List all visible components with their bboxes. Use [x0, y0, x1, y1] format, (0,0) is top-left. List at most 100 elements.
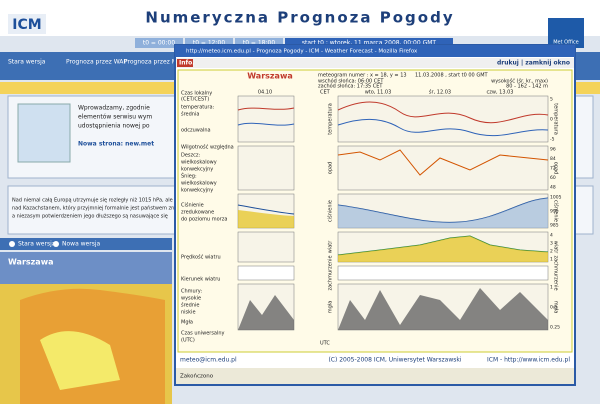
site[interactable]: ICM - http://www.icm.edu.pl	[487, 357, 570, 364]
news-thumb	[17, 103, 71, 163]
sunset: zachód słońca: 17:35 CET	[318, 83, 383, 90]
synopsis-line: Nad niemal całą Europą utrzymuje się roz…	[12, 198, 173, 204]
version[interactable]: Nowa wersja	[62, 241, 101, 248]
tick-label: 0.25	[550, 325, 560, 331]
statusbar	[176, 368, 574, 384]
copyright: (C) 2005-2008 ICM, Uniwersytet Warszawsk…	[328, 357, 461, 364]
height: 80 - 162 - 142 m	[506, 84, 548, 90]
curve	[237, 107, 295, 111]
legend-item: Mgła	[181, 320, 193, 326]
panel	[337, 265, 549, 281]
header	[0, 0, 600, 36]
radio[interactable]	[53, 241, 59, 247]
legend-item: wysokie	[181, 296, 201, 302]
tick-label: 84	[550, 156, 556, 162]
tick-label: 96	[550, 147, 556, 153]
small-pressure-area	[238, 210, 294, 228]
legend-item: średnie	[181, 302, 199, 309]
axis-name: ciśnienie	[327, 200, 334, 222]
tab[interactable]	[135, 38, 183, 48]
popup-actions[interactable]: drukuj | zamknij okno	[497, 60, 570, 67]
tick-label: 3	[550, 241, 553, 247]
small-cloud-area	[238, 295, 294, 330]
tick-label: 1	[550, 285, 553, 291]
cloud-area	[338, 288, 548, 330]
legend-item: wielkoskalowy	[181, 181, 217, 187]
nav-item[interactable]: Prognoza przez MMS	[124, 59, 186, 66]
small-panel	[237, 95, 295, 143]
panel	[337, 145, 549, 191]
tab-label[interactable]: t0 = 12:00	[193, 40, 225, 47]
info[interactable]: Info.	[179, 60, 195, 67]
height-label: wysokość (śr. kr., max)	[491, 78, 548, 85]
axis-name: ciśnienie	[553, 200, 560, 222]
legend-item: (UTC)	[181, 338, 195, 344]
curve	[237, 122, 295, 126]
tab[interactable]	[235, 38, 283, 48]
tick-label: 0	[550, 117, 553, 123]
tick-label: 48	[550, 185, 556, 191]
logo-box	[8, 14, 46, 34]
legend-item: konwekcyjny	[181, 188, 213, 194]
version-bar	[0, 238, 172, 250]
axis-name: zachmurzenie	[553, 255, 559, 290]
tick-label: 2	[550, 249, 553, 255]
small-panel	[237, 231, 295, 263]
tick-label: 0.5	[550, 305, 557, 311]
tick-label: 995	[550, 209, 559, 215]
zone-cet: CET	[320, 90, 331, 96]
curve	[237, 204, 295, 215]
popup-toolbar	[176, 58, 574, 68]
tab[interactable]	[285, 38, 453, 48]
version[interactable]: Stara wersja	[18, 241, 56, 248]
pressure-area	[338, 198, 548, 228]
number: meteogram numer : x = 18, y = 13	[318, 73, 407, 79]
axis-name: wiatr	[553, 241, 559, 255]
tick-label: 4	[550, 233, 553, 239]
legend-item: (CET/CEST)	[181, 97, 209, 103]
legend-item: Wilgotność względna	[181, 144, 234, 151]
curve	[337, 118, 549, 137]
info-button[interactable]	[177, 59, 193, 67]
tab-label[interactable]: t0 = 00:00	[143, 40, 175, 47]
tick-label: 1	[550, 257, 553, 263]
partner: Met Office	[553, 40, 579, 46]
synopsis-line: a niezasym potwierdzeniem jego dłuższego…	[12, 214, 168, 220]
legend-date: 04.10	[258, 90, 272, 96]
news-link[interactable]: Nowa strona: new.met	[78, 141, 154, 148]
legend-item: Kierunek wiatru	[181, 277, 220, 283]
legend-item: Prędkość wiatru	[181, 254, 221, 261]
tab-label[interactable]: t0 = 18:00	[243, 40, 275, 47]
axis-name: wiatr	[328, 240, 334, 254]
synopsis-line: nad Kazachstanem, który przyjmniej forma…	[12, 205, 181, 212]
radio[interactable]	[9, 241, 15, 247]
legend-item: Chmury:	[181, 289, 202, 295]
sunrise: wschód słońca: 06:00 CET	[318, 78, 384, 85]
nav-item[interactable]: Stara wersja	[8, 59, 46, 66]
tick-label: -5	[550, 137, 555, 143]
tab-label[interactable]: start t0 : wtorek, 11 marca 2008, 00:00 …	[302, 40, 437, 47]
tick-label: 60	[550, 175, 556, 181]
axis-name: opad	[328, 162, 334, 174]
legend-item: konwekcyjny	[181, 167, 213, 173]
axis-name: temperatura	[553, 103, 559, 135]
axis-name: zachmurzenie	[328, 255, 334, 290]
city: Warszawa	[247, 72, 293, 81]
tick-label: 5	[550, 97, 553, 103]
legend-item: Śnieg:	[181, 173, 197, 180]
small-panel	[237, 145, 295, 191]
curve	[337, 149, 549, 176]
day: czw, 13.03	[487, 90, 514, 96]
email[interactable]: meteo@icm.edu.pl	[180, 357, 237, 364]
logo: ICM	[12, 17, 41, 33]
legend-item: Czas uniwersalny	[181, 331, 225, 337]
day: wto, 11.03	[365, 90, 392, 96]
nav-item[interactable]: Prognoza przez WAP	[66, 59, 127, 66]
legend-item: do poziomu morza	[181, 217, 227, 223]
tick-label: 985	[550, 223, 559, 229]
tick-label: 72	[550, 166, 556, 172]
tab[interactable]	[185, 38, 233, 48]
partner-logo	[548, 18, 584, 48]
news-line: Wprowadzamy, zgodnie	[78, 105, 150, 112]
